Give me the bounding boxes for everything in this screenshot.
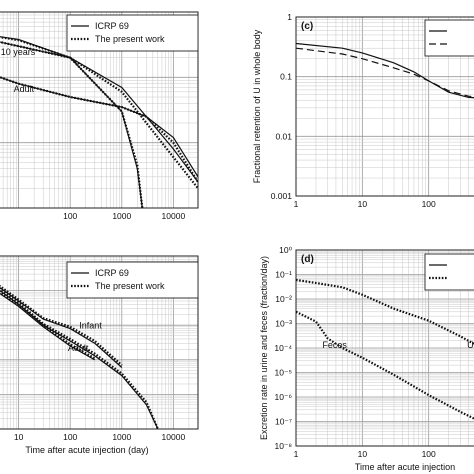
y-axis-title: Excretion rate in urine and feces (fract… (259, 256, 269, 440)
y-axis-title: Fractional retention of U in whole body (252, 29, 262, 183)
legend-label: The present work (95, 281, 165, 291)
x-tick-label: 10000 (162, 211, 186, 221)
x-tick-label: 1 (294, 199, 299, 209)
panel-b: 010100100010000Time after acute injectio… (0, 255, 199, 455)
y-tick-label: 0.1 (280, 72, 292, 82)
x-tick-label: 1000 (112, 211, 131, 221)
series-line-6-dotted (0, 76, 198, 183)
panel-a: 100 1000 10000 10 years Adult ICRP 69 The pres… (0, 11, 199, 221)
x-tick-label: 100 (63, 432, 77, 442)
legend: ICRP 69 The present work (66, 14, 199, 52)
x-tick-label: 100 (422, 449, 436, 459)
panel-d: 1 10 100 10⁻⁸ 10⁻⁷ 10⁻⁶ 10⁻⁵ 10⁻⁴ 10⁻³ 10⁻² 10⁻¹ 10… (259, 245, 474, 472)
curve-annotation: 10 years (1, 47, 36, 57)
y-tick-label: 1 (287, 12, 292, 22)
y-tick-label: 10⁻⁷ (275, 417, 292, 427)
legend (424, 19, 474, 57)
y-tick-label: 10⁰ (279, 245, 292, 255)
plot-frame (295, 16, 474, 197)
plot-frame (295, 249, 474, 447)
panel-c: 1 10 100 0.001 0.01 0.1 1 Fractional retention … (252, 12, 474, 209)
series-line-2-dotted (296, 310, 474, 420)
x-tick-label: 100 (63, 211, 77, 221)
x-tick-label: 100 (422, 199, 436, 209)
curve-annotation: Infant (79, 321, 102, 331)
x-tick-label: 10 (358, 449, 368, 459)
series-line-3-solid (0, 41, 198, 183)
y-tick-label: 10⁻⁶ (275, 392, 292, 402)
legend-label: The present work (95, 34, 165, 44)
panel-letter: (c) (301, 21, 313, 32)
series-line-4-dotted (0, 40, 198, 189)
curve-annotation: Feces (322, 340, 347, 350)
x-tick-label: 10000 (162, 432, 186, 442)
x-axis-title: Time after acute injection (355, 462, 455, 472)
series-line-4-dotted (0, 284, 123, 367)
curve-annotation: Adult (14, 84, 35, 94)
grid (0, 12, 198, 208)
series-line-2-dotted (0, 288, 159, 429)
y-tick-label: 10⁻⁵ (275, 368, 292, 378)
legend (424, 253, 474, 291)
series-line-1-solid (0, 289, 159, 429)
series-line-2-dashed (296, 47, 474, 98)
y-tick-label: 10⁻⁸ (274, 441, 292, 451)
curve-annotation: Uri (467, 340, 474, 350)
y-tick-label: 0.01 (275, 131, 292, 141)
x-axis-title: Time after acute injection (day) (25, 445, 148, 455)
y-tick-label: 0.001 (271, 191, 293, 201)
panel-letter: (d) (301, 254, 314, 265)
legend-label: ICRP 69 (95, 268, 129, 278)
y-tick-label: 10⁻⁴ (274, 343, 292, 353)
series-line-2-dotted (0, 36, 144, 208)
series-line-6-dotted (0, 291, 96, 360)
series-line-5-solid (0, 292, 96, 361)
x-tick-label: 10 (14, 432, 24, 442)
y-tick-label: 10⁻³ (275, 319, 292, 329)
x-tick-label: 1000 (112, 432, 131, 442)
plot-frame (0, 255, 199, 430)
curve-annotation: Adult (68, 343, 89, 353)
legend-label: ICRP 69 (95, 21, 129, 31)
plot-frame (0, 11, 199, 209)
y-tick-label: 10⁻² (275, 294, 292, 304)
legend: ICRP 69 The present work (66, 261, 199, 299)
series-line-1-solid (296, 42, 474, 99)
x-tick-label: 1 (294, 449, 299, 459)
x-tick-label: 10 (358, 199, 368, 209)
y-tick-label: 10⁻¹ (275, 270, 292, 280)
